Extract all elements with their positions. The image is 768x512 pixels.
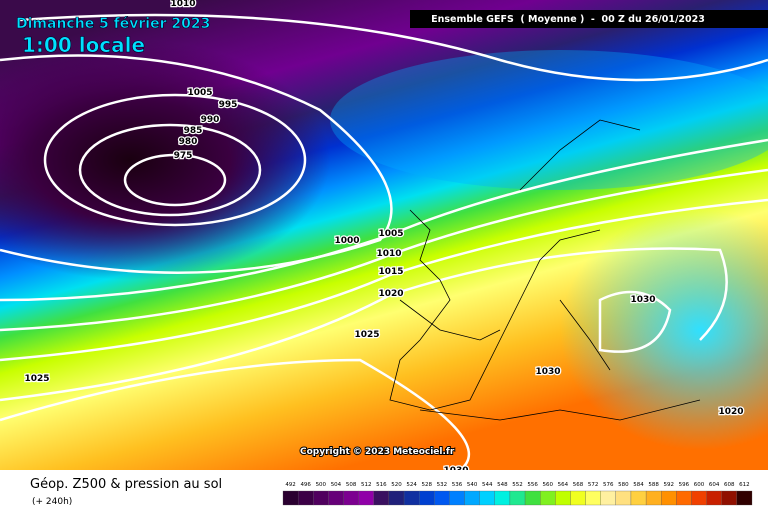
legend-swatch xyxy=(706,490,722,506)
legend-level: 596 xyxy=(679,482,690,488)
legend-swatch xyxy=(615,490,632,506)
legend-swatch xyxy=(328,490,344,506)
legend-swatch xyxy=(600,490,616,506)
legend-swatch xyxy=(282,490,299,506)
legend-swatch xyxy=(449,490,465,506)
legend-level: 608 xyxy=(724,482,735,488)
legend-swatch xyxy=(509,490,526,506)
map-background xyxy=(0,0,768,470)
isobar-label: 995 xyxy=(219,100,238,110)
run-info: Ensemble GEFS ( Moyenne ) - 00 Z du 26/0… xyxy=(431,14,705,25)
legend-level: 604 xyxy=(709,482,720,488)
legend-swatch xyxy=(736,490,753,506)
isobar-label: 1025 xyxy=(24,374,49,384)
legend-swatch xyxy=(358,490,374,506)
legend-level: 516 xyxy=(376,482,387,488)
legend-level: 556 xyxy=(527,482,538,488)
legend-swatch xyxy=(419,490,435,506)
legend-swatch xyxy=(524,490,541,506)
isobar-label: 1015 xyxy=(378,267,403,277)
legend-level: 584 xyxy=(633,482,644,488)
legend-swatch xyxy=(645,490,662,506)
legend-swatch xyxy=(403,490,420,506)
legend-level: 588 xyxy=(648,482,659,488)
legend-level: 568 xyxy=(573,482,584,488)
legend-swatch xyxy=(721,490,738,506)
legend-swatch xyxy=(297,490,314,506)
legend-level: 492 xyxy=(285,482,296,488)
legend-level: 508 xyxy=(346,482,357,488)
legend-level: 544 xyxy=(482,482,493,488)
legend-swatch xyxy=(661,490,677,506)
isobars xyxy=(0,13,768,471)
legend-swatch xyxy=(494,490,511,506)
legend-swatch xyxy=(373,490,390,506)
run-box xyxy=(410,10,768,28)
legend-swatch xyxy=(630,490,647,506)
isobar-label: 1010 xyxy=(170,0,195,9)
legend-level: 576 xyxy=(603,482,614,488)
legend-level: 528 xyxy=(421,482,432,488)
coastlines xyxy=(389,119,701,421)
legend-swatch xyxy=(540,490,556,506)
isobar-label: 1010 xyxy=(376,249,401,259)
legend-level: 572 xyxy=(588,482,599,488)
isobar-label: 1005 xyxy=(187,88,212,98)
isobar-label: 1020 xyxy=(718,407,743,417)
legend-level: 552 xyxy=(512,482,523,488)
color-legend: 492 496 500 504 508 512 516 520 524 528 532 536 540 5… xyxy=(282,482,753,506)
isobar-label: 1000 xyxy=(334,236,359,246)
isobar-label: 1025 xyxy=(354,330,379,340)
legend-level: 600 xyxy=(694,482,705,488)
date: Dimanche 5 février 2023 xyxy=(16,16,210,32)
legend-swatch xyxy=(313,490,329,506)
isobar-label: 1030 xyxy=(630,295,655,305)
isobar-label: 990 xyxy=(201,115,220,125)
footer-title: Géop. Z500 & pression au sol xyxy=(30,477,222,492)
isobar-label: 985 xyxy=(184,126,203,136)
legend-swatch xyxy=(388,490,405,506)
isobar-label: 1030 xyxy=(535,367,560,377)
isobar-label: 1005 xyxy=(378,229,403,239)
lead-time: (+ 240h) xyxy=(32,497,72,507)
legend-level: 524 xyxy=(406,482,417,488)
legend-level: 496 xyxy=(300,482,311,488)
legend-swatch xyxy=(691,490,707,506)
legend-swatch xyxy=(555,490,571,506)
legend-level: 612 xyxy=(739,482,750,488)
copyright: Copyright © 2023 Meteociel.fr xyxy=(300,447,455,457)
legend-swatch xyxy=(676,490,692,506)
legend-swatch xyxy=(343,490,359,506)
legend-level: 580 xyxy=(618,482,629,488)
legend-swatch xyxy=(479,490,495,506)
isobar-label: 1020 xyxy=(378,289,403,299)
legend-level: 504 xyxy=(331,482,342,488)
legend-level: 512 xyxy=(361,482,372,488)
legend-swatch xyxy=(434,490,450,506)
legend-swatch xyxy=(464,490,480,506)
isobar-label: 975 xyxy=(174,151,193,161)
legend-level: 564 xyxy=(558,482,569,488)
isobar-label: 980 xyxy=(179,137,198,147)
legend-level: 500 xyxy=(316,482,327,488)
legend-level: 520 xyxy=(391,482,402,488)
legend-swatch xyxy=(570,490,586,506)
legend-level: 548 xyxy=(497,482,508,488)
local-time: 1:00 locale xyxy=(22,33,145,57)
legend-level: 540 xyxy=(467,482,478,488)
legend-swatch xyxy=(585,490,601,506)
legend-level: 592 xyxy=(664,482,675,488)
legend-level: 560 xyxy=(543,482,554,488)
legend-level: 536 xyxy=(452,482,463,488)
legend-level: 532 xyxy=(437,482,448,488)
